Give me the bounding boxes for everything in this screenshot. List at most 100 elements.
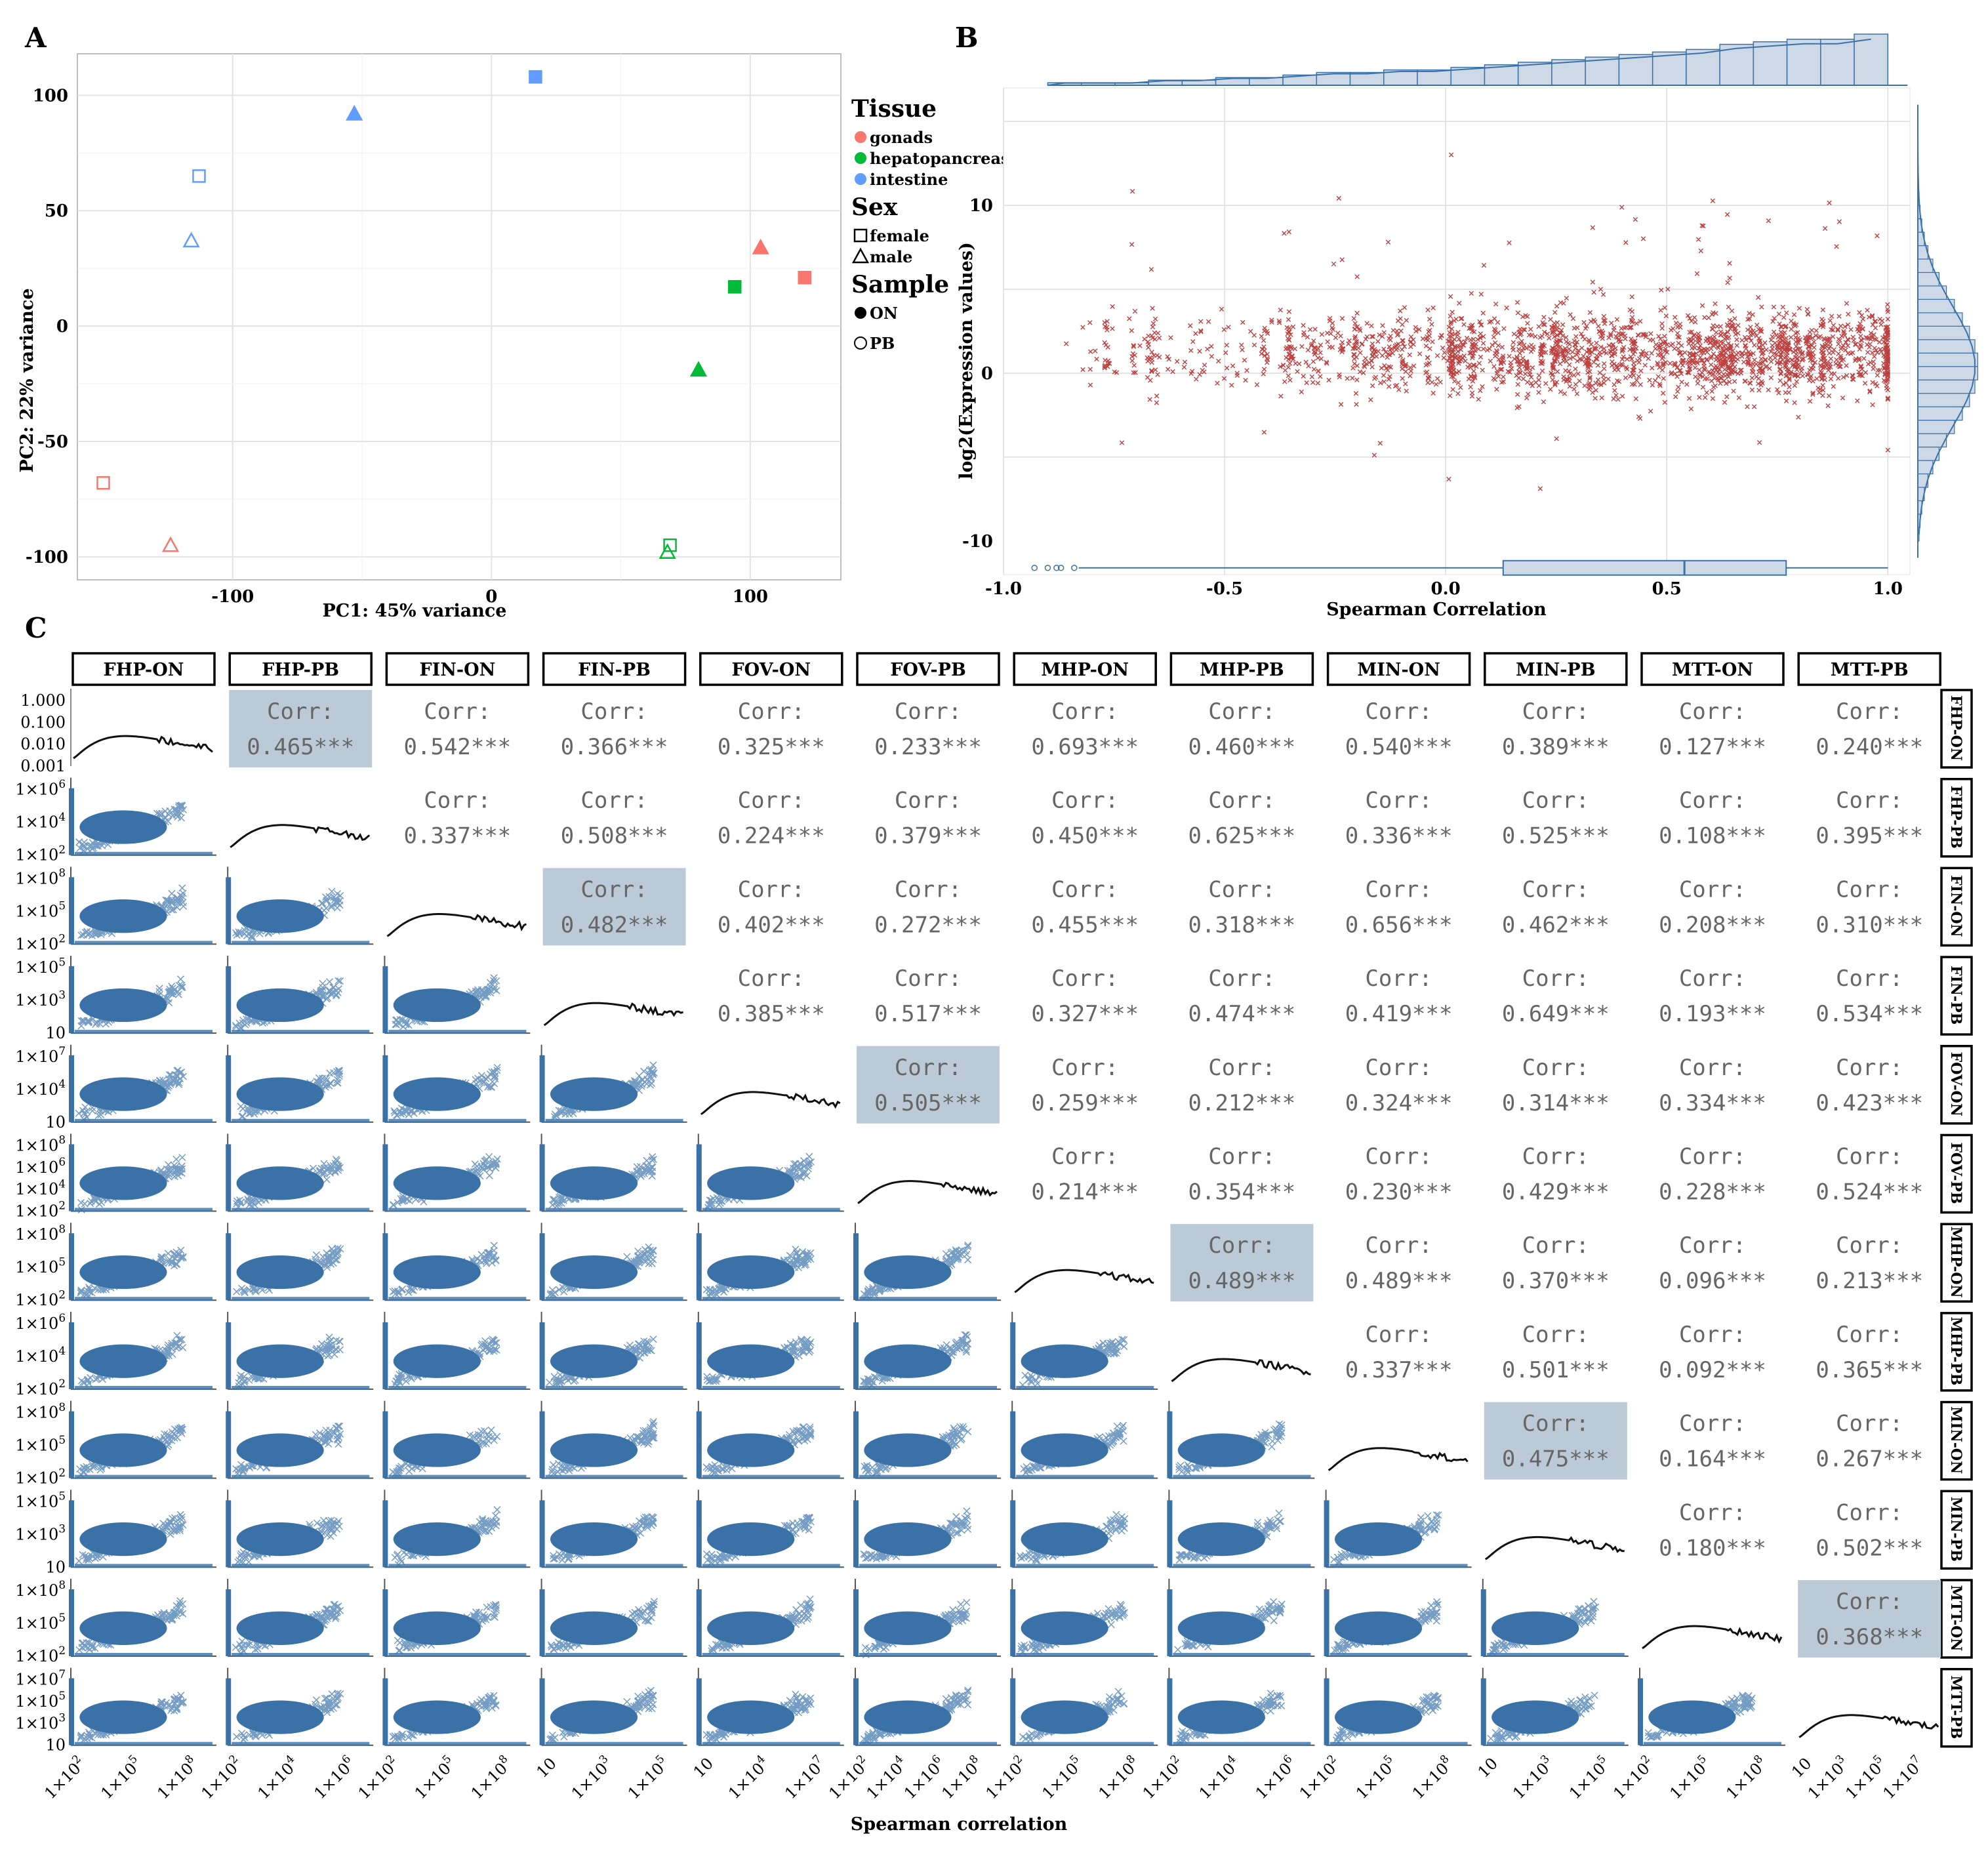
panel-c-row-label-box	[1940, 1133, 1973, 1214]
panel-a-legend-key	[854, 336, 867, 350]
panel-b-x-tick-label: 1.0	[1873, 579, 1903, 599]
panel-a-legend-label: male	[870, 247, 912, 266]
panel-c-row-label-box	[1940, 1312, 1973, 1392]
panel-c-scatter-edge	[539, 1322, 545, 1389]
panel-c-scatter-cloud	[550, 1255, 638, 1290]
panel-c-scatter-edge	[232, 1118, 370, 1123]
panel-b-right-hist-bar	[1917, 339, 1976, 354]
panel-c-corr-value: 0.259***	[1031, 1090, 1139, 1116]
panel-c-corr-label: Corr:	[1208, 1055, 1275, 1081]
panel-c-scatter-cloud	[864, 1433, 952, 1467]
panel-c-x-tick-label: 1×102	[1293, 1752, 1344, 1802]
panel-c-scatter-edge	[388, 1741, 527, 1746]
panel-c-corr-label: Corr:	[1836, 699, 1903, 725]
panel-c-y-tick-label: 1×106	[15, 1311, 66, 1333]
panel-c-x-tick-label: 1×105	[1840, 1752, 1890, 1802]
panel-c-column-header-box	[1484, 652, 1628, 686]
panel-b-x-axis-label: Spearman Correlation	[1326, 600, 1547, 620]
panel-c-corr-value: 0.240***	[1816, 734, 1923, 760]
panel-c-scatter-edge	[1324, 1500, 1329, 1568]
panel-c-corr-label: Corr:	[1522, 876, 1589, 903]
panel-c-density-curve	[1484, 1536, 1625, 1560]
panel-b-x-tick-label: -0.5	[1206, 579, 1243, 599]
panel-c-scatter-edge	[1173, 1653, 1311, 1657]
panel-c-scatter-cloud	[393, 1611, 481, 1645]
panel-c-corr-value: 0.092***	[1659, 1357, 1766, 1383]
panel-c-scatter-edge	[539, 1589, 545, 1656]
panel-c-corr-label: Corr:	[1836, 1499, 1903, 1526]
panel-c-corr-label: Corr:	[1051, 699, 1118, 725]
panel-c-corr-label: Corr:	[1679, 1499, 1746, 1526]
panel-c-scatter-edge	[1167, 1678, 1173, 1745]
panel-c-corr-label: Corr:	[1365, 876, 1432, 903]
panel-c-corr-value: 0.542***	[404, 734, 512, 760]
panel-c-y-tick-label: 1×105	[15, 1689, 66, 1711]
panel-c-scatter-cloud	[236, 1344, 324, 1378]
panel-c-corr-value: 0.649***	[1502, 1001, 1610, 1027]
panel-c-corr-label: Corr:	[1679, 1055, 1746, 1081]
panel-c-x-tick-label: 10	[690, 1754, 717, 1781]
panel-c-scatter-cloud	[1334, 1522, 1423, 1556]
panel-c-highlight-cell	[229, 690, 373, 767]
panel-c-density-curve	[1014, 1269, 1154, 1293]
panel-c-scatter-cloud	[550, 1433, 638, 1467]
panel-c-y-tick-label: 1×108	[15, 1133, 66, 1155]
panel-c-scatter-edge	[1486, 1653, 1625, 1657]
panel-b-top-hist-bar	[1417, 69, 1451, 86]
panel-c-row-label: MIN-ON	[1947, 1406, 1964, 1474]
panel-c-y-tick-label: 0.001	[20, 757, 66, 775]
panel-c-x-tick-label: 1×102	[195, 1752, 246, 1802]
panel-b-top-hist-bar	[1652, 51, 1687, 86]
panel-b-top-hist-bar	[1686, 49, 1720, 86]
panel-c-scatter-edge	[539, 1411, 545, 1478]
panel-c-scatter-cloud	[864, 1344, 952, 1378]
panel-c-row-labels: FHP-ON FHP-PB FIN-ON FIN-PB FOV-ON FOV-PB MHP-…	[1940, 689, 1973, 1748]
panel-c-x-tick-label: 1×102	[980, 1752, 1030, 1802]
panel-c-corr-label: Corr:	[1522, 1411, 1589, 1437]
panel-c-scatter-edge	[226, 877, 232, 945]
panel-c-scatter-edge	[69, 1589, 74, 1656]
panel-c-corr-value: 0.462***	[1502, 912, 1610, 938]
panel-c-y-tick-label: 1×104	[15, 1077, 66, 1099]
panel-c-scatter-edge	[75, 941, 213, 945]
panel-c-highlight-cell	[542, 868, 686, 946]
panel-c-corr-value: 0.337***	[1345, 1357, 1453, 1383]
panel-a-point-female-hepatopancreas	[727, 280, 742, 294]
panel-c-scatter-edge	[545, 1385, 683, 1390]
panel-c-scatter-edge	[545, 1208, 683, 1212]
panel-b-y-axis-label: log2(Expression values)	[956, 242, 977, 479]
panel-c-corr-value: 0.213***	[1816, 1268, 1923, 1294]
panel-c-x-tick-label: 1×103	[565, 1752, 616, 1802]
panel-c-y-tick-label: 10	[45, 1736, 66, 1755]
panel-c-scatter-edge	[545, 1564, 683, 1568]
panel-c-y-tick-label: 1×108	[15, 1578, 66, 1600]
panel-c-scatter-cloud	[236, 988, 324, 1023]
panel-c-scatter-edge	[696, 1322, 702, 1389]
panel-c-scatter-cloud	[550, 1077, 638, 1111]
panel-c-corr-value: 0.450***	[1031, 823, 1139, 849]
panel-a-y-tick-label: 50	[45, 201, 68, 221]
panel-c-scatter-cloud	[707, 1611, 795, 1645]
panel-c-corr-label: Corr:	[895, 876, 962, 903]
panel-c-scatter-edge	[1329, 1653, 1468, 1657]
panel-c-scatter-cloud	[864, 1255, 952, 1290]
panel-c-scatter-edge	[388, 1118, 527, 1123]
panel-b-box-outlier	[1057, 565, 1065, 571]
panel-c-scatter-edge	[545, 1297, 683, 1301]
panel-c-scatter-edge	[69, 1055, 74, 1122]
panel-c-x-axis-label: Spearman correlation	[851, 1814, 1068, 1835]
panel-c-scatter-edge	[702, 1741, 840, 1746]
panel-c-scatter-edge	[75, 1385, 213, 1390]
panel-c-corr-label: Corr:	[1679, 699, 1746, 725]
panel-b-scatter-marks	[1064, 152, 1890, 491]
panel-c-corr-label: Corr:	[1208, 876, 1275, 903]
panel-c-scatter-cloud	[236, 1166, 324, 1200]
panel-c-scatter-edge	[853, 1500, 859, 1568]
panel-c-x-tick-label: 1×104	[723, 1752, 773, 1802]
panel-c-scatter-edge	[388, 1564, 527, 1568]
panel-a-x-tick-label: -100	[211, 587, 254, 607]
panel-a-point-female-gonads	[96, 476, 110, 490]
panel-c-density-curve	[1798, 1714, 1939, 1738]
panel-c-scatter-edge	[226, 966, 232, 1034]
